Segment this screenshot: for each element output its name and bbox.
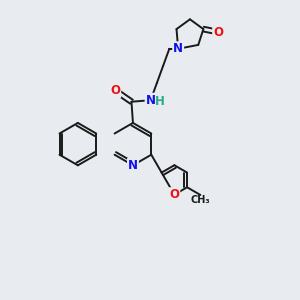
Text: O: O bbox=[213, 26, 223, 38]
Text: N: N bbox=[128, 159, 138, 172]
Text: O: O bbox=[169, 188, 179, 201]
Text: H: H bbox=[154, 95, 164, 108]
Text: O: O bbox=[110, 84, 120, 97]
Text: N: N bbox=[173, 42, 183, 55]
Text: N: N bbox=[146, 94, 156, 107]
Text: CH₃: CH₃ bbox=[190, 195, 210, 205]
